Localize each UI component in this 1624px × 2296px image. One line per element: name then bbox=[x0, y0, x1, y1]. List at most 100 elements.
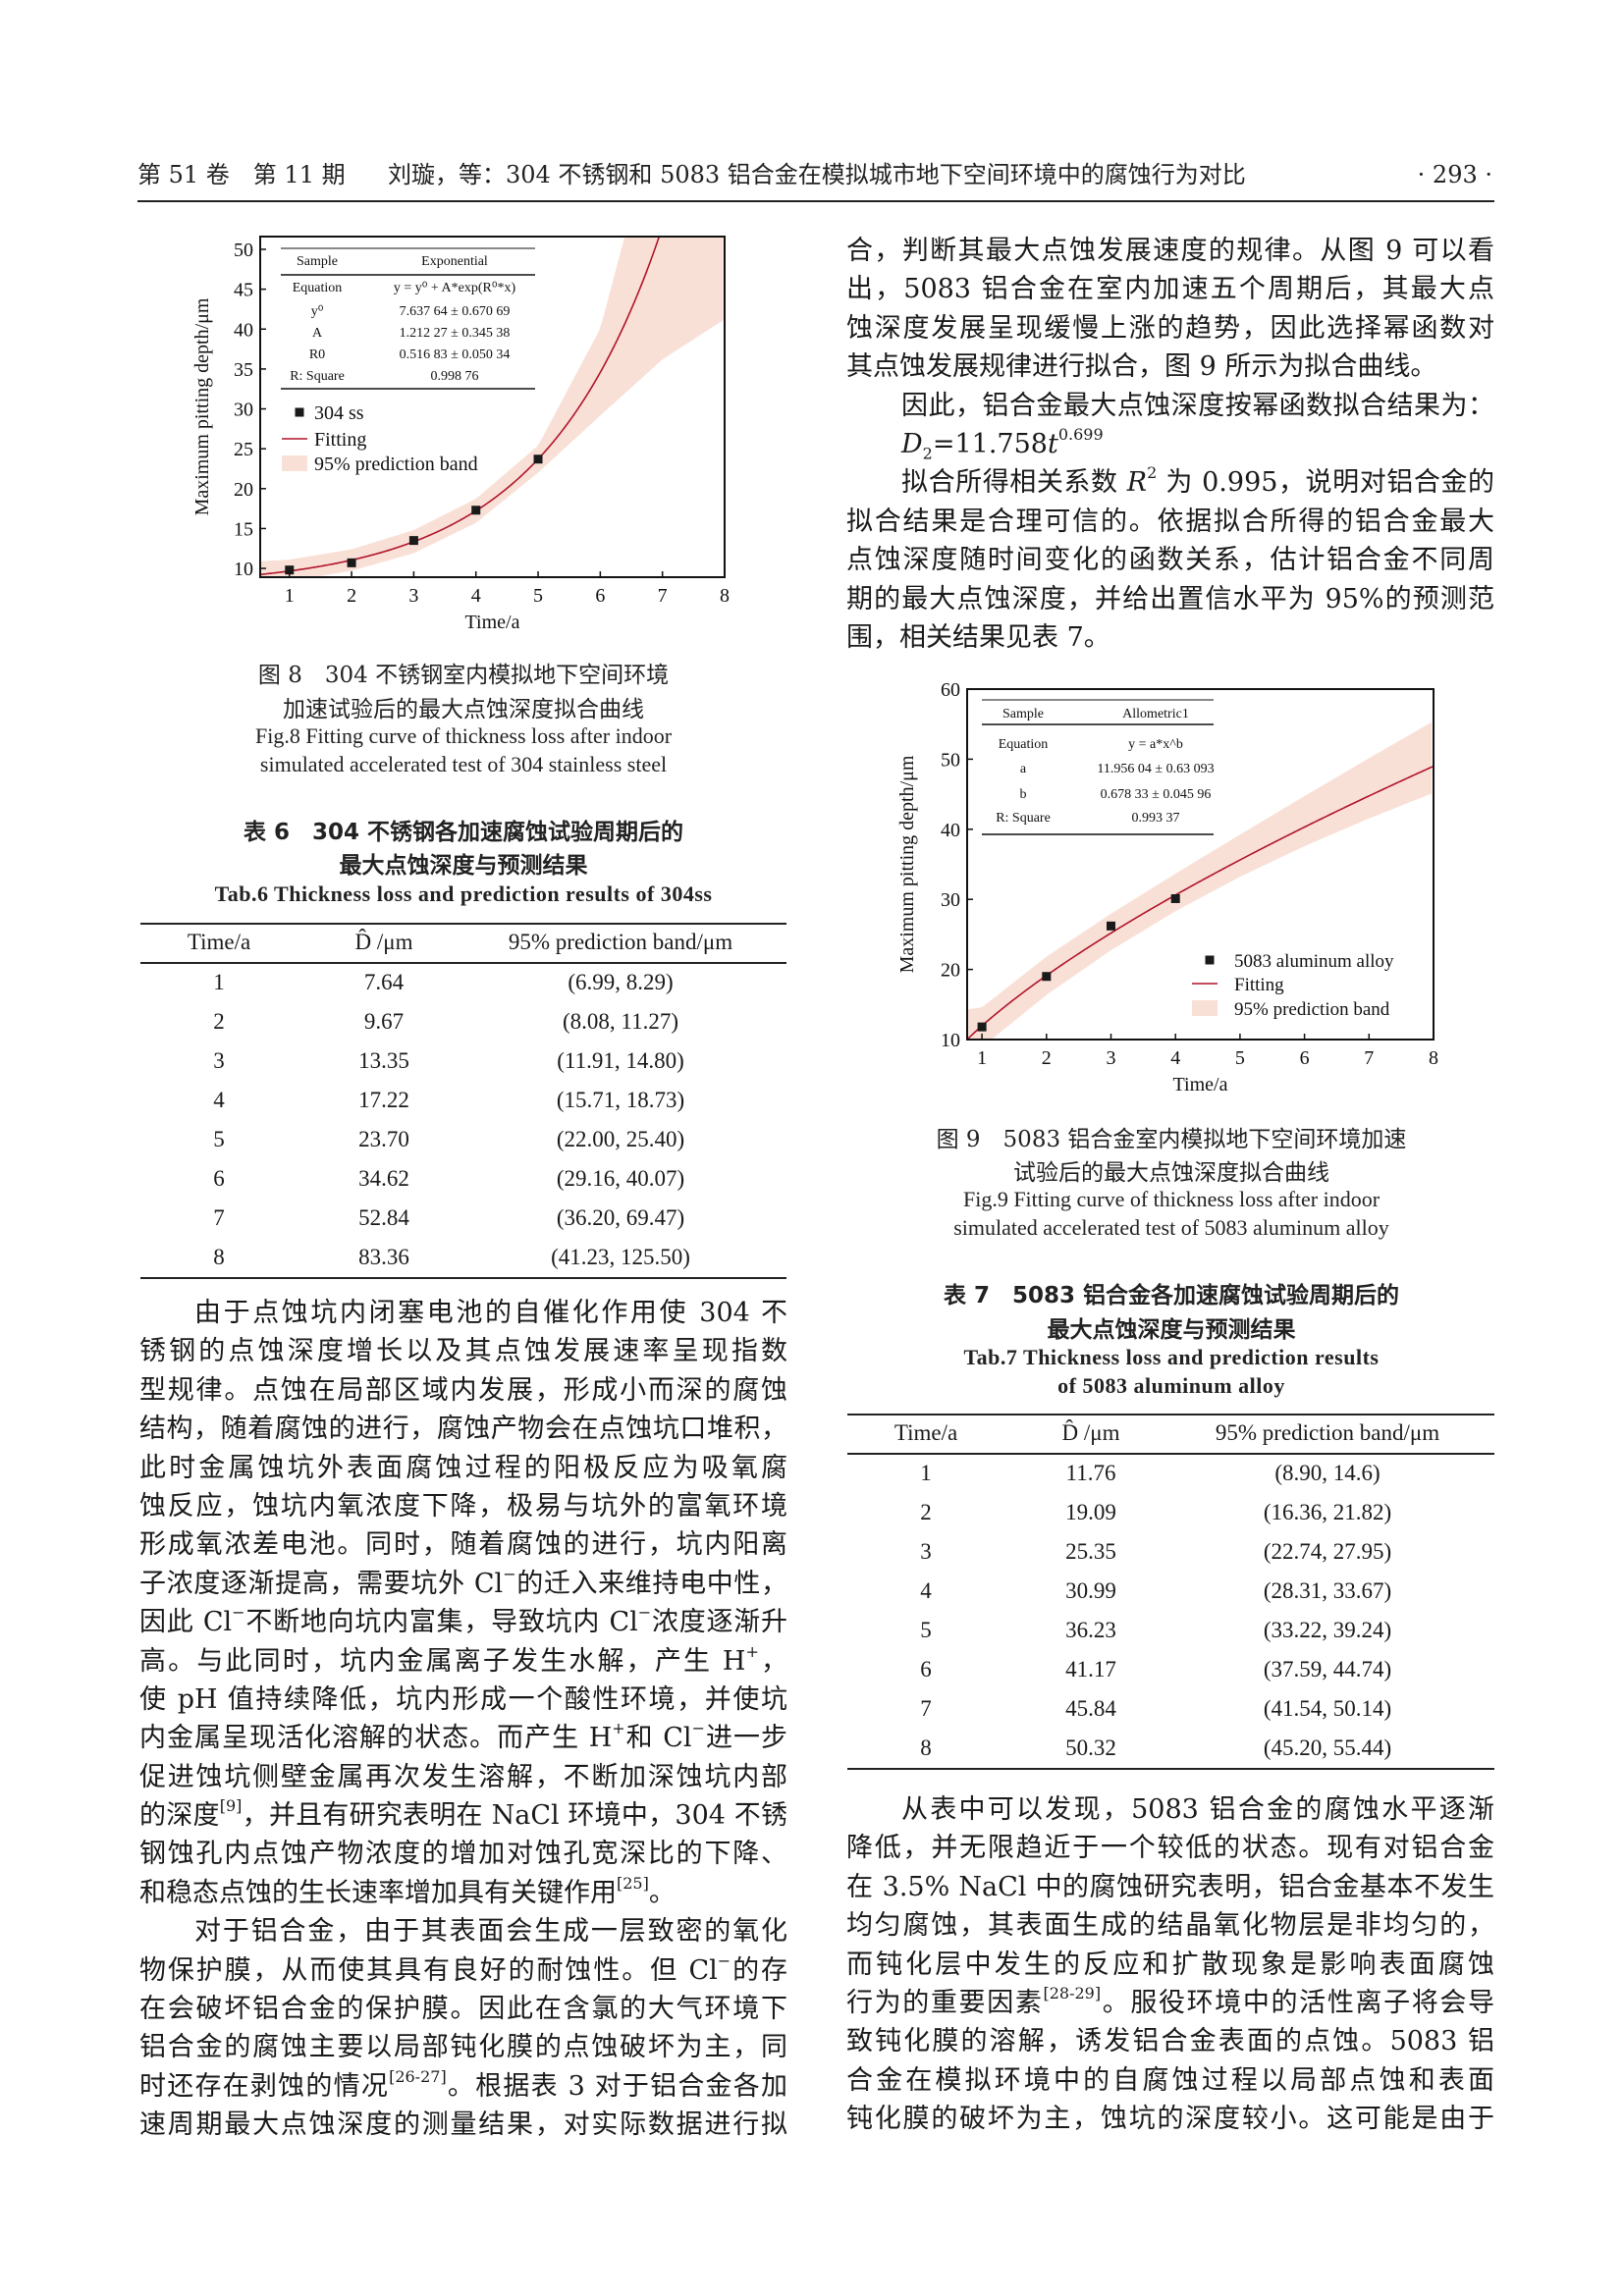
text-line: 在会破坏铝合金的保护膜。因此在含氯的大气环境下 bbox=[139, 1990, 787, 2028]
text-segment: 而钝化层中发生的反应和扩散现象是影响表面腐蚀 bbox=[846, 1949, 1494, 1980]
text-segment: − bbox=[232, 1603, 245, 1623]
inset-table-cell: R: Square bbox=[290, 369, 345, 384]
text-line: 促进蚀坑侧壁金属再次发生溶解，不断加深蚀坑内部 bbox=[139, 1758, 787, 1796]
inset-table-header: Exponential bbox=[421, 254, 488, 269]
x-tick-label: 5 bbox=[533, 585, 543, 607]
inset-table-cell: y⁰ bbox=[311, 304, 324, 319]
text-segment: 。服役环境中的活性离子将会导 bbox=[1101, 1987, 1495, 2018]
text-segment: 期的最大点蚀深度，并给出置信水平为 95%的预测范 bbox=[846, 583, 1494, 614]
text-segment: 行为的重要因素 bbox=[846, 1987, 1044, 2018]
table-cell: 8 bbox=[213, 1245, 225, 1269]
text-line: 和稳态点蚀的生长速率增加具有关键作用[25]。 bbox=[139, 1874, 787, 1912]
text-segment: 因此，铝合金最大点蚀深度按幂函数拟合结果为： bbox=[901, 390, 1494, 421]
text-segment: 出，5083 铝合金在室内加速五个周期后，其最大点 bbox=[846, 274, 1494, 305]
data-point bbox=[285, 565, 295, 575]
table-cell: (22.00, 25.40) bbox=[556, 1127, 685, 1151]
text-segment: ， bbox=[758, 1645, 788, 1677]
x-tick-label: 3 bbox=[408, 585, 418, 607]
text-segment: 内金属呈现活化溶解的状态。而产生 H bbox=[139, 1723, 613, 1754]
text-line: 使 pH 值持续降低，坑内形成一个酸性环境，并使坑 bbox=[139, 1681, 787, 1719]
figure-9-caption-en-1: Fig.9 Fitting curve of thickness loss af… bbox=[962, 1187, 1380, 1211]
data-point bbox=[977, 1022, 987, 1032]
legend-label: Fitting bbox=[314, 429, 366, 451]
x-tick-label: 2 bbox=[347, 585, 356, 607]
text-segment: 和稳态点蚀的生长速率增加具有关键作用 bbox=[139, 1877, 617, 1908]
table-cell: (41.23, 125.50) bbox=[551, 1245, 690, 1269]
text-line: 出，5083 铝合金在室内加速五个周期后，其最大点 bbox=[846, 270, 1494, 308]
inset-table-cell: R: Square bbox=[996, 811, 1051, 826]
text-segment: 围，相关结果见表 7。 bbox=[846, 621, 1110, 653]
legend-marker-points bbox=[295, 407, 304, 417]
text-segment: 型规律。点蚀在局部区域内发展，形成小而深的腐蚀 bbox=[139, 1374, 787, 1406]
data-point bbox=[408, 536, 418, 546]
axes-frame bbox=[966, 688, 1435, 1041]
text-line: 速周期最大点蚀深度的测量结果，对实际数据进行拟 bbox=[139, 2106, 787, 2144]
table-top-rule bbox=[847, 1414, 1494, 1415]
text-line: 此时金属蚀坑外表面腐蚀过程的阳极反应为吸氧腐 bbox=[139, 1449, 787, 1487]
text-segment: 促进蚀坑侧壁金属再次发生溶解，不断加深蚀坑内部 bbox=[139, 1761, 787, 1792]
text-segment: 使 pH 值持续降低，坑内形成一个酸性环境，并使坑 bbox=[139, 1683, 787, 1715]
table-cell: 5 bbox=[213, 1127, 225, 1151]
text-segment: 浓度逐渐升 bbox=[651, 1607, 787, 1638]
text-segment: 对于铝合金，由于其表面会生成一层致密的氧化 bbox=[194, 1916, 787, 1948]
text-segment: 拟合所得相关系数 bbox=[901, 467, 1127, 499]
y-tick-label: 20 bbox=[234, 479, 253, 501]
x-tick-label: 7 bbox=[658, 585, 668, 607]
text-line: 拟合所得相关系数 R2 为 0.995，说明对铝合金的 bbox=[846, 463, 1494, 502]
x-tick-label: 6 bbox=[1300, 1047, 1310, 1069]
y-tick-label: 50 bbox=[941, 749, 960, 771]
table-cell: 8 bbox=[920, 1735, 932, 1760]
text-segment: 。 bbox=[648, 1877, 676, 1908]
text-segment: 合金在模拟环境中的自腐蚀过程以局部点蚀和表面 bbox=[846, 2064, 1494, 2096]
data-point bbox=[533, 454, 543, 464]
body-text-right-bottom: 从表中可以发现，5083 铝合金的腐蚀水平逐渐 降低，并无限趋近于一个较低的状态。… bbox=[846, 1790, 1494, 2139]
text-segment: 蚀深度发展呈现缓慢上涨的趋势，因此选择幂函数对 bbox=[846, 312, 1494, 344]
text-line: 对于铝合金，由于其表面会生成一层致密的氧化 bbox=[139, 1912, 787, 1950]
x-tick-label: 5 bbox=[1235, 1047, 1245, 1069]
data-point bbox=[471, 506, 481, 515]
figure-9-caption-en-2: simulated accelerated test of 5083 alumi… bbox=[953, 1215, 1389, 1240]
table-cell: 23.70 bbox=[358, 1127, 409, 1151]
table-cell: (11.91, 14.80) bbox=[557, 1048, 684, 1073]
x-tick-label: 1 bbox=[977, 1047, 987, 1069]
text-segment: 时还存在剥蚀的情况 bbox=[139, 2070, 390, 2102]
text-segment: 蚀反应，蚀坑内氧浓度下降，极易与坑外的富氧环境 bbox=[139, 1490, 787, 1522]
text-segment: [26-27] bbox=[389, 2066, 447, 2086]
table-cell: 7 bbox=[920, 1696, 932, 1721]
header-rule bbox=[137, 200, 1494, 202]
text-segment: 铝合金的腐蚀主要以局部钝化膜的点蚀破坏为主，同 bbox=[139, 2032, 787, 2063]
y-tick-label: 30 bbox=[234, 400, 253, 421]
table-bottom-rule bbox=[847, 1768, 1494, 1770]
table-header-cell: 95% prediction band/μm bbox=[1215, 1420, 1440, 1445]
running-title: 刘璇，等：304 不锈钢和 5083 铝合金在模拟城市地下空间环境中的腐蚀行为对… bbox=[388, 161, 1246, 188]
y-tick-label: 30 bbox=[941, 889, 960, 911]
text-segment: 。根据表 3 对于铝合金各加 bbox=[446, 2070, 788, 2102]
legend-label: Fitting bbox=[1234, 975, 1284, 995]
inset-table-cell: 11.956 04 ± 0.63 093 bbox=[1097, 762, 1214, 776]
text-segment: [25] bbox=[617, 1873, 649, 1893]
text-line: 而钝化层中发生的反应和扩散现象是影响表面腐蚀 bbox=[846, 1946, 1494, 1984]
legend-marker-points bbox=[1205, 955, 1215, 965]
table-cell: (41.54, 50.14) bbox=[1263, 1696, 1392, 1721]
table-header-rule bbox=[140, 962, 786, 964]
x-tick-label: 4 bbox=[471, 585, 481, 607]
table-cell: 17.22 bbox=[358, 1088, 409, 1112]
table-cell: 13.35 bbox=[358, 1048, 409, 1073]
figure-9-caption-cn-1: 图 9 5083 铝合金室内模拟地下空间环境加速 bbox=[936, 1127, 1407, 1152]
journal-volume-issue: 第 51 卷 第 11 期 bbox=[137, 161, 346, 188]
text-line: 子浓度逐渐提高，需要坑外 Cl−的迁入来维持电中性， bbox=[139, 1565, 787, 1603]
prediction-band bbox=[967, 721, 1433, 1040]
table-top-rule bbox=[140, 923, 786, 925]
text-segment: 合，判断其最大点蚀发展速度的规律。从图 9 可以看 bbox=[846, 236, 1494, 266]
x-tick-label: 8 bbox=[720, 585, 730, 607]
x-tick-label: 7 bbox=[1364, 1047, 1374, 1069]
inset-table-cell: A bbox=[312, 326, 323, 341]
data-point bbox=[1107, 921, 1116, 931]
y-tick-label: 20 bbox=[941, 960, 960, 982]
table-cell: (16.36, 21.82) bbox=[1263, 1500, 1392, 1524]
text-segment: 拟合结果是合理可信的。依据拟合所得的铝合金最大 bbox=[846, 506, 1494, 537]
figure-8-caption-cn-2: 加速试验后的最大点蚀深度拟合曲线 bbox=[283, 697, 644, 722]
figure-8-chart: 1 2 3 4 5 6 7 8101520253035404550Time/aMaximum … bbox=[191, 236, 730, 633]
table-cell: 11.76 bbox=[1065, 1461, 1116, 1485]
text-line: 锈钢的点蚀深度增长以及其点蚀发展速率呈现指数 bbox=[139, 1332, 787, 1370]
